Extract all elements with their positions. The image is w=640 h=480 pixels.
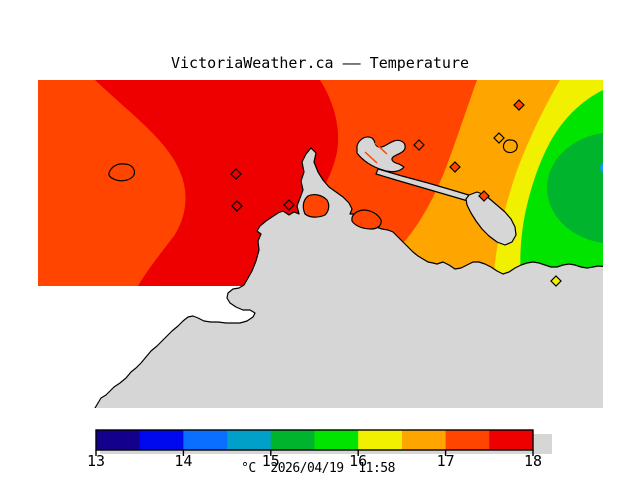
colorbar-tick-label: 13 [86, 452, 106, 470]
victoria-harbour-inlet [351, 209, 382, 230]
colorbar [95, 429, 552, 456]
colorbar-caption: °C 2026/04/19 11:58 [241, 461, 395, 476]
colorbar-segment [270, 430, 315, 450]
station-marker [493, 132, 505, 144]
colorbar-segment [183, 430, 228, 450]
colorbar-tick-label: 14 [174, 452, 193, 470]
colorbar-tick-label: 18 [523, 452, 543, 470]
colorbar-segment [445, 430, 490, 450]
colorbar-ticks [95, 450, 534, 456]
colorbar-tick-label: 17 [436, 452, 455, 470]
colorbar-border [95, 429, 534, 451]
colorbar-segment [314, 430, 359, 450]
victoria-east-shore [465, 191, 517, 246]
colorbar-segment [489, 430, 534, 450]
station-marker [231, 200, 243, 212]
station-markers [230, 99, 562, 287]
colorbar-segment [227, 430, 272, 450]
colorbar-tick-label: 15 [261, 452, 280, 470]
field-cold-spot [600, 163, 603, 173]
colorbar-segment [139, 430, 184, 450]
station-marker [478, 190, 490, 202]
vancouver-island-landmass [94, 147, 603, 408]
station-marker [413, 139, 425, 151]
colorbar-segment [401, 430, 447, 450]
esquimalt-harbour-inlet [302, 194, 330, 218]
station-marker [513, 99, 525, 111]
colorbar-segments [96, 430, 534, 450]
colorbar-tick-label: 16 [349, 452, 368, 470]
land-layer [94, 136, 603, 408]
temperature-field [38, 80, 603, 286]
station-marker [230, 168, 242, 180]
station-marker [449, 161, 461, 173]
discovery-island-outline [502, 139, 518, 154]
gorge-channel [364, 142, 388, 164]
race-rocks-island-outline [108, 163, 136, 182]
station-marker [550, 275, 562, 287]
page-title: VictoriaWeather.ca –– Temperature [170, 54, 470, 72]
gorge-inlet-shore [356, 136, 406, 173]
colorbar-segment [96, 430, 141, 450]
colorbar-segment [358, 430, 403, 450]
station-marker [283, 199, 295, 211]
field-band-15-15.5 [547, 132, 603, 244]
